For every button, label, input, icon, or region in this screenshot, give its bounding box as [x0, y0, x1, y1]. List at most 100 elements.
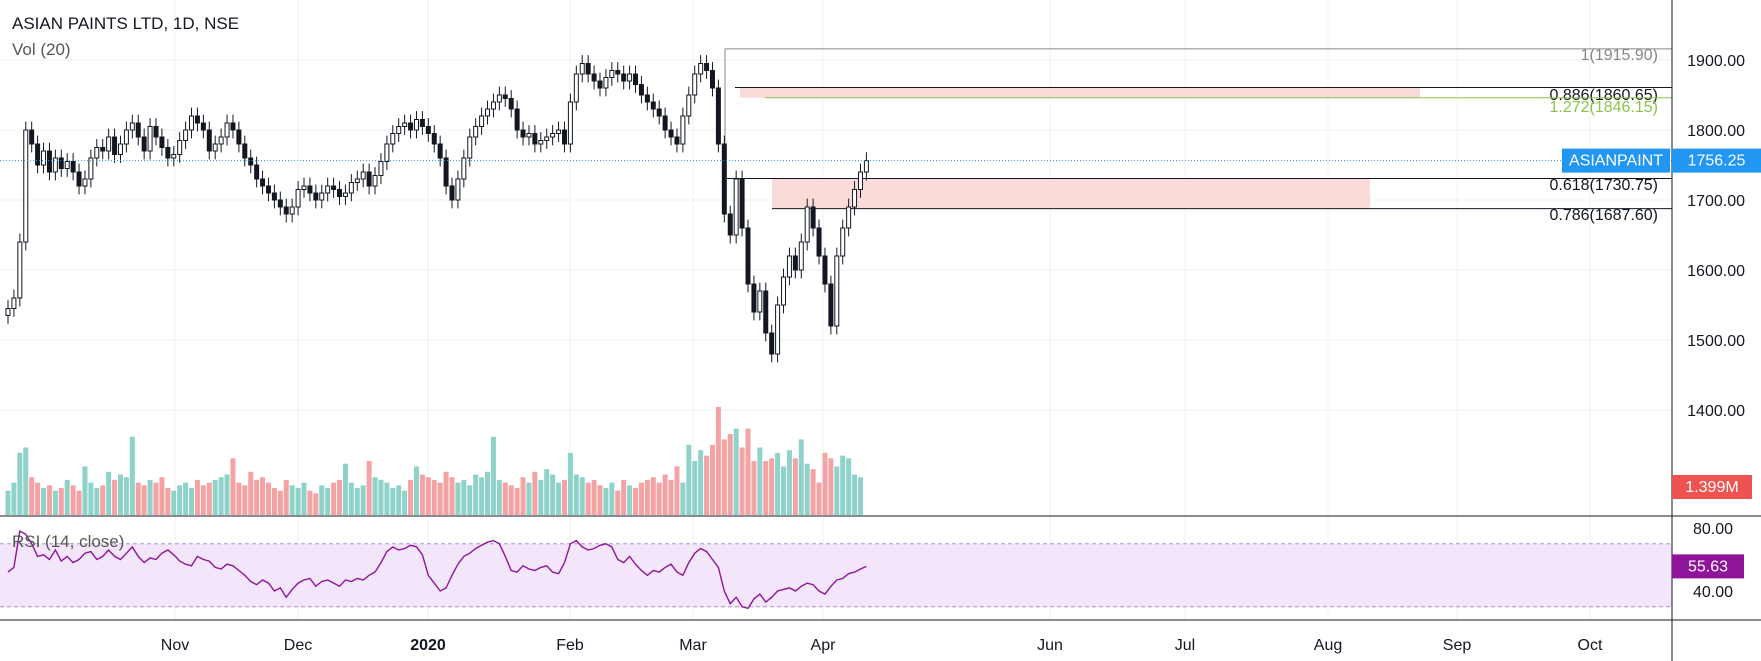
time-tick-label: Nov: [161, 637, 189, 654]
volume-bar: [680, 482, 686, 515]
candle-body: [236, 129, 242, 145]
volume-bar: [467, 485, 473, 515]
candle-body: [508, 98, 514, 110]
candle-body: [550, 133, 556, 138]
price-tick-label: 1400.00: [1687, 403, 1745, 420]
candle-body: [325, 185, 331, 194]
volume-bar: [857, 477, 863, 515]
volume-bars: [5, 407, 863, 515]
volume-bar: [686, 444, 692, 515]
candle-body: [5, 308, 11, 316]
volume-bar: [763, 461, 769, 515]
volume-bar: [354, 488, 360, 515]
volume-bar: [408, 479, 414, 515]
volume-bar: [508, 485, 514, 515]
candle-body: [461, 157, 467, 180]
candle-body: [733, 178, 739, 236]
candle-body: [41, 150, 47, 166]
volume-bar: [496, 479, 502, 515]
candle-body: [106, 136, 112, 152]
volume-bar: [455, 482, 461, 515]
fib-label: 1(1915.90): [1581, 47, 1658, 64]
candle-body: [526, 133, 532, 138]
volume-bar: [840, 455, 846, 515]
volume-bar: [177, 485, 183, 515]
volume-bar: [538, 479, 544, 515]
candle-body: [609, 70, 615, 78]
candle-body: [283, 206, 289, 215]
volume-bar: [413, 466, 419, 515]
candle-body: [668, 129, 674, 138]
volume-bar: [526, 482, 532, 515]
volume-bar: [360, 485, 366, 515]
candle-body: [727, 213, 733, 236]
volume-bar: [88, 482, 94, 515]
volume-bar: [82, 466, 88, 515]
candle-body: [313, 192, 319, 201]
candle-body: [567, 101, 573, 145]
candle-body: [556, 129, 562, 134]
candle-body: [846, 206, 852, 229]
candle-body: [455, 178, 461, 201]
volume-bar: [218, 477, 224, 515]
volume-bar: [206, 482, 212, 515]
volume-bar: [159, 477, 165, 515]
candle-body: [212, 143, 218, 152]
candle-body: [781, 276, 787, 306]
candle-body: [573, 73, 579, 103]
volume-bar: [502, 482, 508, 515]
volume-bar: [319, 485, 325, 515]
candle-body: [123, 129, 129, 145]
candle-body: [638, 84, 644, 96]
volume-bar: [591, 479, 597, 515]
volume-bar: [419, 474, 425, 515]
volume-bar: [485, 471, 491, 515]
volume-bar: [224, 474, 230, 515]
candle-body: [402, 122, 408, 127]
candle-body: [538, 140, 544, 145]
candle-body: [834, 255, 840, 327]
candle-body: [431, 133, 437, 145]
candle-body: [135, 122, 141, 138]
candle-body: [82, 178, 88, 187]
volume-bar: [656, 482, 662, 515]
candle-body: [177, 140, 183, 155]
volume-bar: [721, 439, 727, 515]
candle-body: [129, 122, 135, 131]
volume-bar: [58, 488, 64, 515]
volume-bar: [141, 485, 147, 515]
candle-body: [680, 115, 686, 145]
volume-bar: [384, 482, 390, 515]
symbol-badge: ASIANPAINT: [1569, 153, 1663, 170]
volume-bar: [29, 477, 35, 515]
fib-label: 0.886(1860.65): [1549, 87, 1658, 104]
candle-body: [520, 129, 526, 138]
volume-bar: [556, 482, 562, 515]
candle-body: [709, 70, 715, 89]
candle-body: [384, 143, 390, 162]
candle-body: [597, 80, 603, 89]
volume-bar: [117, 474, 123, 515]
candle-body: [627, 73, 633, 82]
volume-bar: [342, 463, 348, 515]
fib-levels: 1(1915.90) 0.886(1860.65)1.272(1846.15) 0.…: [724, 47, 1672, 224]
candle-body: [301, 185, 307, 190]
candle-body: [857, 171, 863, 190]
volume-bar: [662, 474, 668, 515]
candle-body: [206, 129, 212, 152]
candle-body: [674, 136, 680, 145]
volume-bar: [348, 482, 354, 515]
fib-label: 0.786(1687.60): [1549, 207, 1658, 224]
volume-bar: [70, 485, 76, 515]
candle-body: [360, 171, 366, 180]
volume-bar: [52, 490, 58, 515]
candle-body: [94, 147, 100, 159]
volume-bar: [431, 479, 437, 515]
volume-bar: [727, 434, 733, 515]
volume-bar: [715, 407, 721, 515]
candle-body: [396, 126, 402, 134]
candle-body: [153, 126, 159, 138]
candle-body: [757, 290, 763, 313]
volume-bar: [603, 488, 609, 515]
